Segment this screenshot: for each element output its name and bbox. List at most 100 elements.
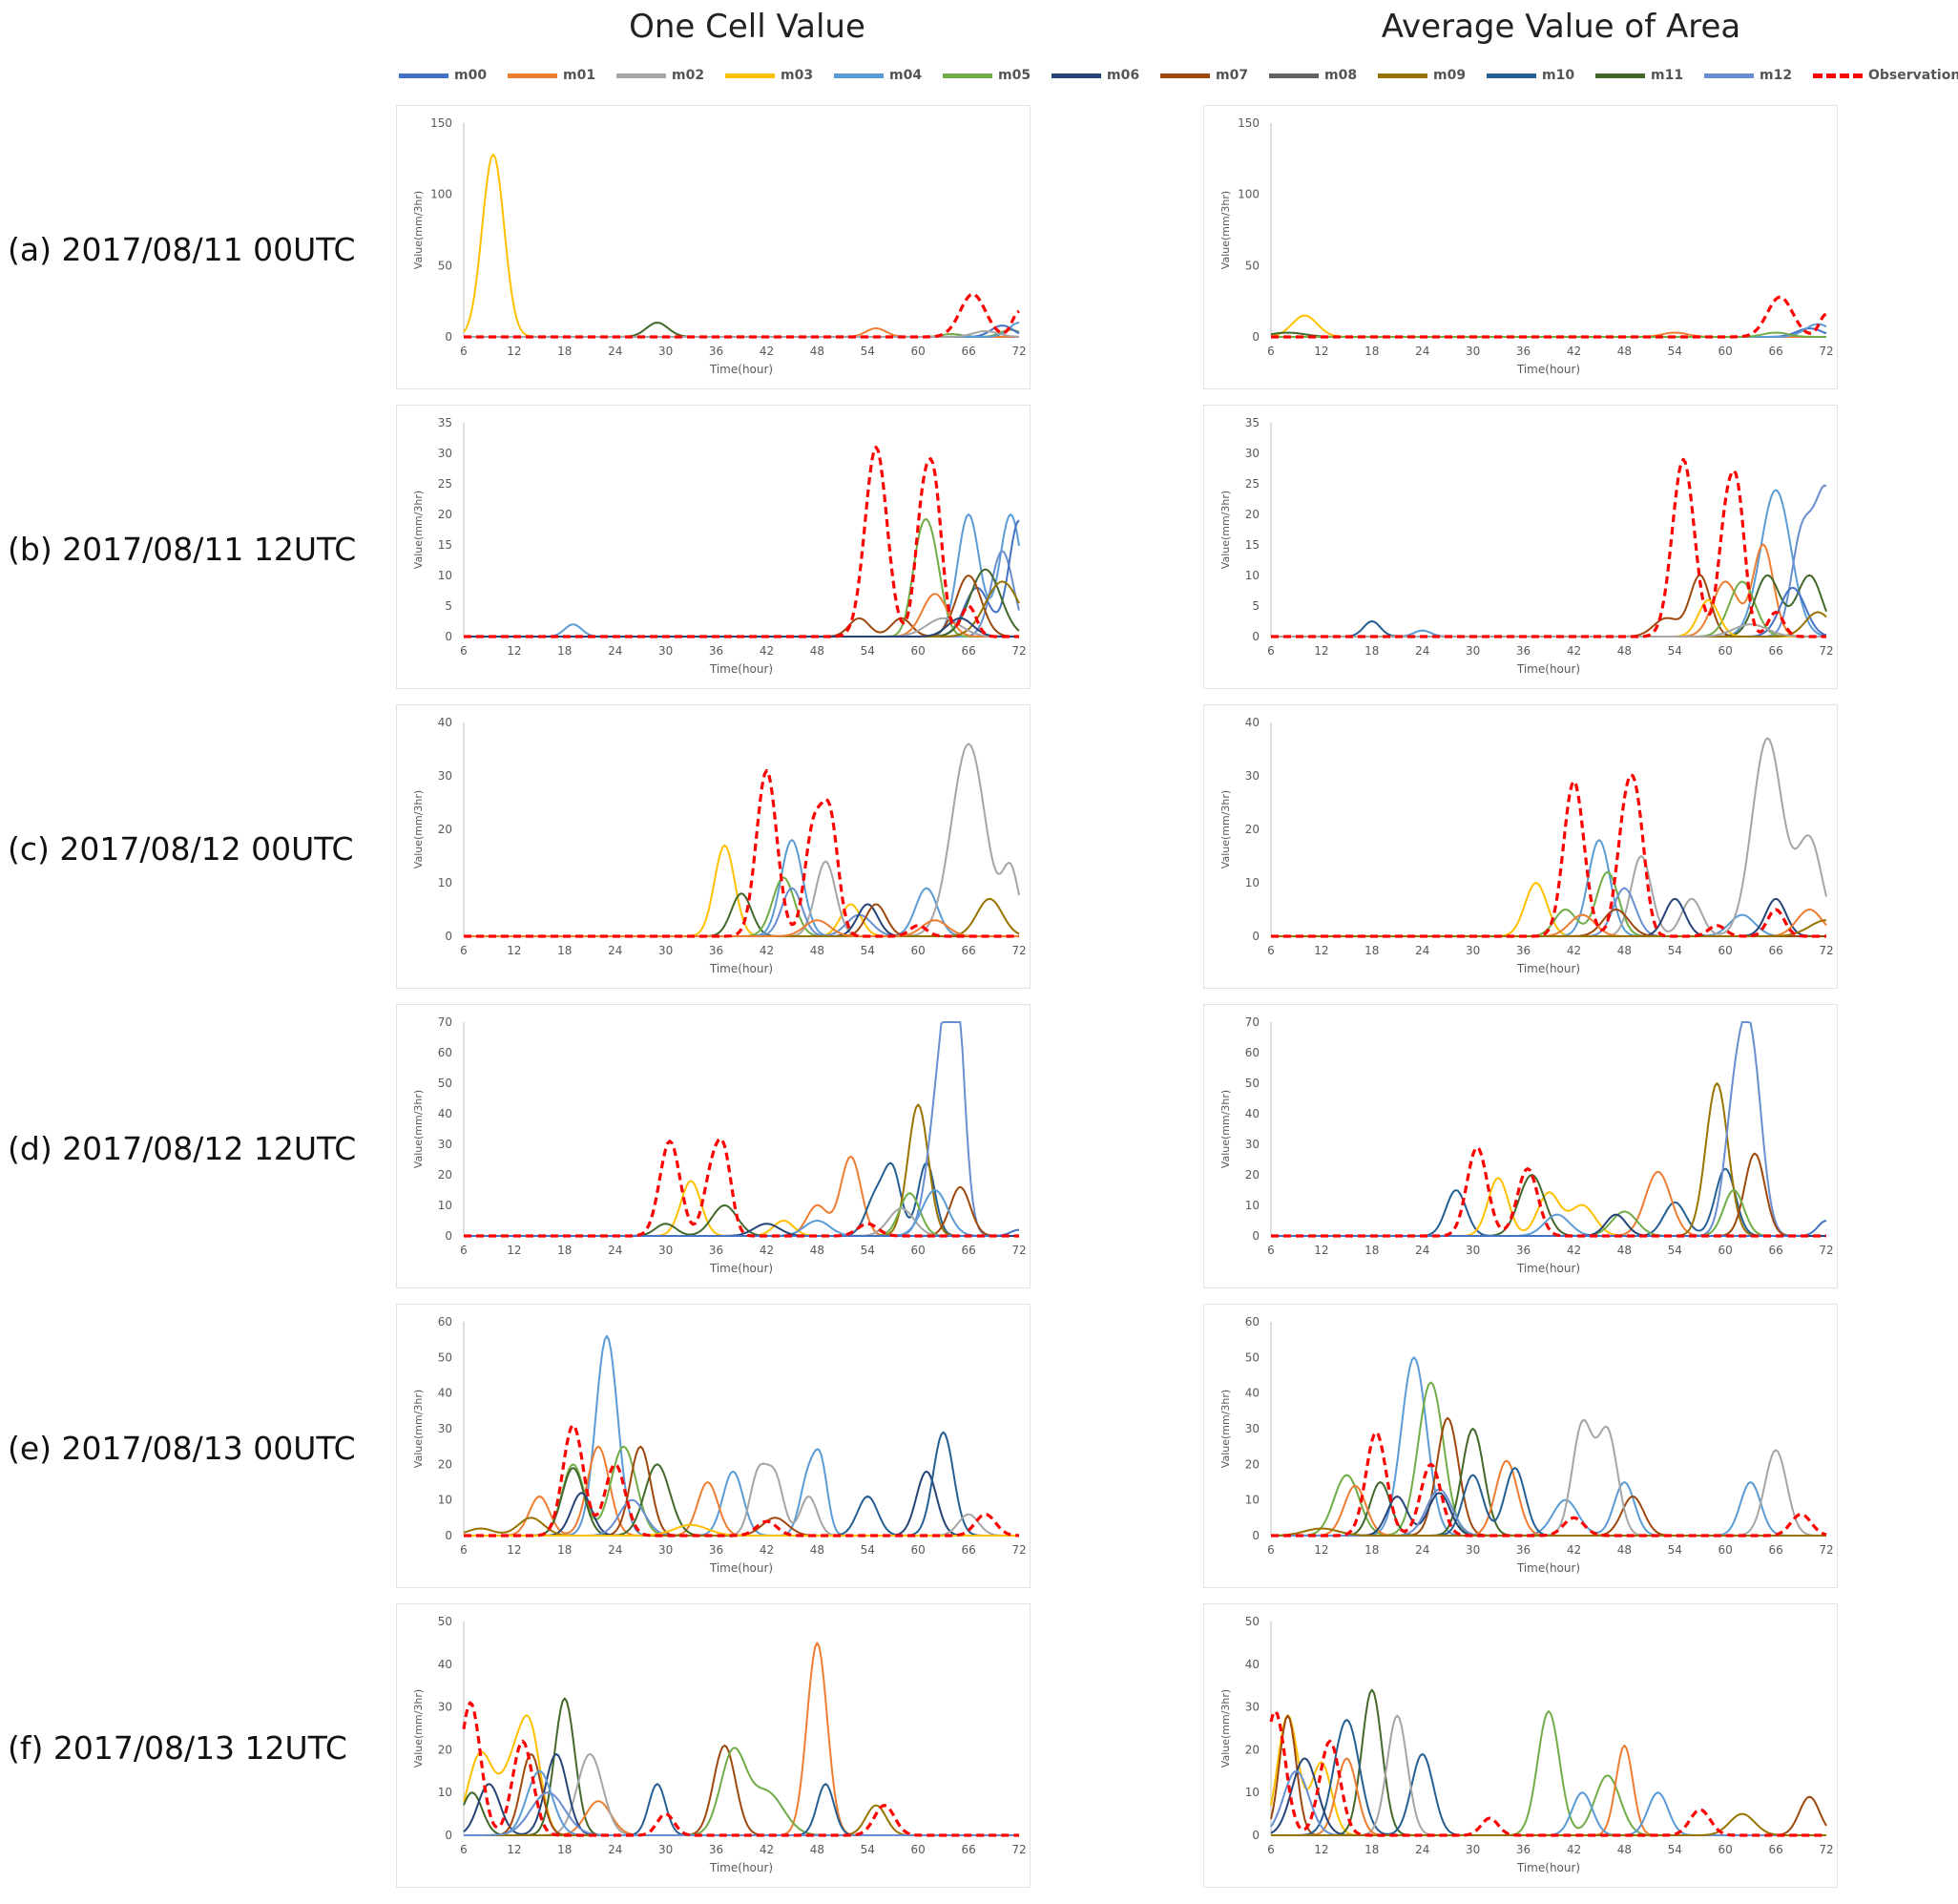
x-tick-label: 66 [1768, 1244, 1782, 1257]
legend-swatch [725, 73, 775, 78]
x-tick-label: 48 [1617, 1244, 1632, 1257]
y-tick-label: 40 [438, 1658, 452, 1671]
x-tick-label: 42 [1567, 1244, 1581, 1257]
series-line-m06 [463, 1752, 1019, 1836]
x-tick-label: 6 [1267, 1543, 1275, 1557]
y-tick-label: 20 [1245, 823, 1260, 836]
y-tick-label: 20 [1245, 1168, 1260, 1182]
series-line-observation [462, 1701, 1019, 1837]
y-axis-title: Value(mm/3hr) [1219, 191, 1232, 269]
series-line-m04 [1271, 839, 1826, 937]
x-tick-label: 54 [1668, 944, 1682, 957]
series-line-m12 [1271, 484, 1827, 638]
x-tick-label: 12 [1314, 644, 1328, 658]
y-tick-label: 40 [1245, 1107, 1260, 1120]
y-tick-label: 0 [445, 1829, 452, 1842]
x-tick-label: 12 [507, 1843, 521, 1856]
x-tick-label: 18 [1364, 944, 1379, 957]
x-tick-label: 30 [658, 1244, 673, 1257]
x-tick-label: 42 [760, 1843, 774, 1856]
legend-label: m12 [1760, 68, 1793, 83]
legend-swatch [1704, 73, 1754, 78]
legend-swatch [1378, 73, 1427, 78]
legend-label: m11 [1651, 68, 1684, 83]
chart-svg: 0 5 10 15 20 25 30 35 6 12 18 24 30 36 42 48 54 60 66 72 Tim… [412, 416, 1027, 676]
legend-swatch [1487, 73, 1536, 78]
y-axis-title: Value(mm/3hr) [412, 491, 425, 569]
x-tick-label: 6 [460, 1843, 468, 1856]
y-tick-label: 100 [1238, 188, 1260, 201]
series-line-m03 [464, 844, 1019, 937]
x-tick-label: 30 [658, 345, 673, 358]
y-tick-label: 50 [1245, 1077, 1260, 1090]
x-tick-label: 48 [810, 1843, 824, 1856]
x-tick-label: 60 [1718, 1843, 1733, 1856]
x-tick-label: 30 [658, 644, 673, 658]
x-tick-label: 54 [1668, 1843, 1682, 1856]
x-tick-label: 54 [1668, 644, 1682, 658]
x-axis-title: Time(hour) [709, 1861, 773, 1874]
series-line-observation [464, 292, 1020, 339]
legend-swatch [508, 73, 557, 78]
legend-label: m02 [672, 68, 705, 83]
y-tick-label: 10 [1245, 876, 1260, 889]
x-tick-label: 12 [507, 1244, 521, 1257]
series-line-m05 [464, 1747, 1019, 1836]
x-tick-label: 72 [1011, 644, 1026, 658]
x-tick-label: 48 [1617, 345, 1632, 358]
chart-svg: 0 5 10 15 20 25 30 35 6 12 18 24 30 36 42 48 54 60 66 72 Tim… [1219, 416, 1834, 676]
y-tick-label: 100 [430, 188, 452, 201]
series-line-m03 [1271, 598, 1826, 638]
y-axis-title: Value(mm/3hr) [412, 191, 425, 269]
x-tick-label: 72 [1819, 345, 1833, 358]
y-tick-label: 10 [438, 1494, 452, 1507]
legend-swatch [1269, 73, 1319, 78]
y-tick-label: 35 [1245, 416, 1260, 429]
legend-item-m06: m06 [1052, 63, 1139, 88]
x-tick-label: 30 [1466, 944, 1480, 957]
series-line-m02 [1271, 1418, 1826, 1537]
y-tick-label: 50 [1245, 1615, 1260, 1628]
y-tick-label: 20 [438, 1457, 452, 1471]
x-tick-label: 18 [557, 1543, 572, 1557]
x-tick-label: 48 [810, 1244, 824, 1257]
x-tick-label: 36 [709, 944, 723, 957]
x-tick-label: 18 [1364, 1543, 1379, 1557]
y-tick-label: 150 [430, 116, 452, 130]
y-tick-label: 10 [438, 1786, 452, 1799]
x-tick-label: 18 [557, 1843, 572, 1856]
x-tick-label: 48 [810, 1543, 824, 1557]
series-line-m03 [463, 153, 1019, 338]
y-tick-label: 0 [1252, 1229, 1260, 1243]
x-tick-label: 24 [1415, 1843, 1429, 1856]
x-tick-label: 12 [507, 345, 521, 358]
column-title-left: One Cell Value [629, 8, 865, 46]
y-tick-label: 35 [438, 416, 452, 429]
x-tick-label: 12 [507, 1543, 521, 1557]
x-tick-label: 42 [1567, 944, 1581, 957]
y-tick-label: 20 [1245, 1457, 1260, 1471]
x-tick-label: 6 [1267, 345, 1275, 358]
column-title-right: Average Value of Area [1381, 8, 1741, 46]
y-tick-label: 50 [438, 1615, 452, 1628]
x-tick-label: 12 [507, 644, 521, 658]
series-line-m09 [464, 580, 1020, 638]
series-line-observation [464, 446, 1019, 638]
x-tick-label: 60 [911, 644, 926, 658]
x-tick-label: 12 [1314, 1843, 1328, 1856]
x-tick-label: 24 [608, 1244, 622, 1257]
y-tick-label: 0 [445, 1529, 452, 1542]
x-tick-label: 54 [861, 1543, 875, 1557]
y-tick-label: 0 [445, 330, 452, 344]
y-tick-label: 20 [438, 1168, 452, 1182]
y-tick-label: 30 [1245, 447, 1260, 460]
series-line-m01 [464, 593, 1019, 638]
x-tick-label: 18 [1364, 345, 1379, 358]
x-tick-label: 36 [1516, 644, 1531, 658]
x-tick-label: 24 [608, 1543, 622, 1557]
x-tick-label: 30 [1466, 1244, 1480, 1257]
row-label-f: (f) 2017/08/13 12UTC [8, 1729, 347, 1767]
legend-label: m06 [1107, 68, 1140, 83]
y-tick-label: 30 [1245, 1422, 1260, 1435]
